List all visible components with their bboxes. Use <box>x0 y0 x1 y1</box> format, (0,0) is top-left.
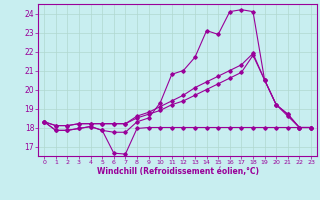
X-axis label: Windchill (Refroidissement éolien,°C): Windchill (Refroidissement éolien,°C) <box>97 167 259 176</box>
